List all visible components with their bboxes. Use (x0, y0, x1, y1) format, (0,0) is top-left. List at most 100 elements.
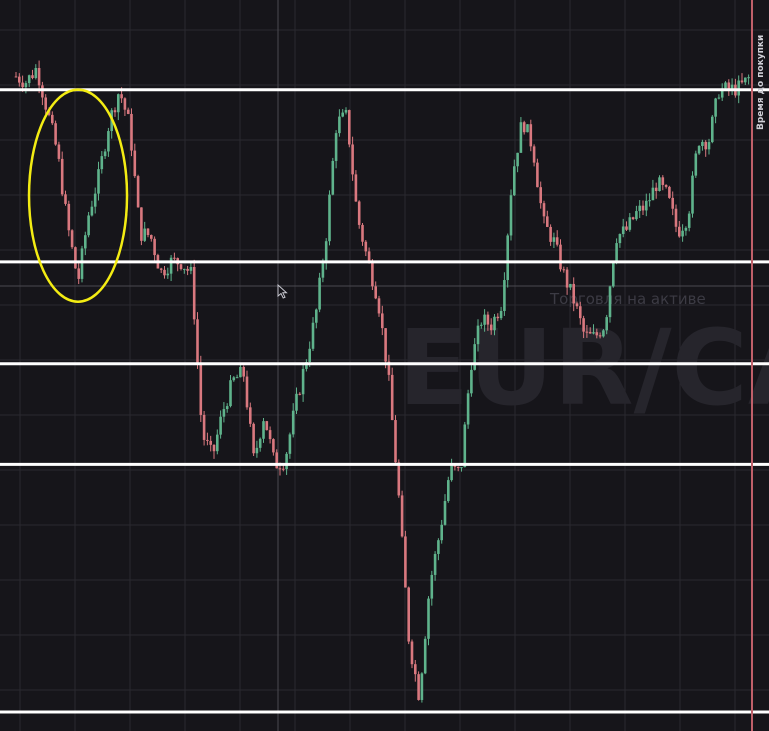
candle (186, 265, 189, 276)
candle (615, 238, 618, 265)
candle (450, 458, 453, 482)
candle (189, 262, 193, 275)
candle-body (631, 217, 635, 220)
candle (74, 246, 77, 269)
candle-body (618, 234, 622, 244)
horizontal-levels[interactable] (0, 88, 769, 714)
candle-body (130, 113, 133, 151)
candle (107, 127, 110, 157)
candle-body (80, 248, 84, 279)
candle-body (298, 393, 302, 395)
candle (133, 143, 137, 178)
candle (34, 64, 38, 80)
candle (628, 213, 632, 232)
candle (612, 261, 615, 288)
candle-body (641, 205, 645, 211)
candle-body (555, 237, 559, 245)
candle-body (443, 501, 447, 525)
candle-body (344, 110, 348, 113)
candle (681, 224, 684, 242)
candle (694, 150, 698, 178)
candle-body (84, 235, 87, 249)
candle-body (338, 116, 341, 134)
candle-body (664, 184, 668, 187)
candle (338, 109, 341, 137)
candle-body (744, 77, 747, 83)
candle-body (674, 208, 678, 227)
highlight-ellipse (27, 88, 129, 303)
candle (100, 151, 104, 174)
candle-body (107, 131, 110, 152)
candle (265, 420, 269, 431)
candle (585, 324, 589, 338)
candle (60, 151, 64, 197)
candle-body (711, 116, 714, 143)
candle (400, 490, 404, 538)
candle (192, 259, 196, 325)
candle-body (74, 247, 77, 269)
candle-body (285, 453, 288, 470)
candle-body (522, 122, 526, 133)
candle (140, 207, 143, 246)
candle (159, 267, 163, 274)
candle-body (216, 434, 219, 452)
candle-body (532, 146, 536, 163)
candle (212, 444, 216, 459)
candle (272, 438, 275, 456)
candle-body (90, 206, 94, 216)
candle (348, 109, 351, 148)
candle (430, 570, 434, 606)
candle-body (169, 257, 173, 274)
candle (532, 144, 536, 167)
candle (671, 191, 674, 216)
candle (691, 171, 694, 218)
candle-body (24, 83, 28, 88)
candle-body (720, 88, 724, 98)
candle-body (21, 82, 24, 88)
candle (489, 318, 493, 335)
candle-body (536, 162, 539, 188)
candle (298, 392, 302, 396)
candle (84, 231, 87, 256)
candle (529, 119, 533, 152)
candle-body (625, 226, 628, 230)
candle (651, 179, 655, 201)
candle (117, 93, 120, 121)
candle-body (499, 310, 503, 319)
candle (493, 314, 496, 336)
candle-body (199, 363, 203, 415)
candle (136, 174, 140, 208)
candle-body (133, 150, 137, 177)
candle-body (595, 332, 599, 336)
candle (654, 182, 658, 199)
candle-body (552, 237, 556, 242)
candle-body (608, 286, 612, 318)
candle (239, 362, 242, 378)
candle-body (476, 325, 480, 345)
candle-body (64, 194, 67, 204)
candle (420, 672, 424, 703)
candle-body (249, 407, 252, 424)
candle-body (582, 318, 585, 332)
candle-body (473, 344, 476, 370)
candle (575, 301, 579, 309)
candle-body (235, 377, 239, 379)
candle (199, 355, 203, 422)
candle-body (232, 377, 236, 381)
candle (54, 120, 57, 146)
candle-body (661, 177, 665, 185)
candle-body (282, 468, 285, 470)
candle (387, 354, 391, 381)
candle (423, 636, 427, 675)
candle-body (470, 369, 473, 394)
candle-body (153, 238, 156, 256)
candle (605, 314, 608, 335)
candle-body (324, 241, 328, 264)
candle-body (579, 306, 582, 319)
candle (315, 308, 318, 329)
candle-body (714, 98, 717, 117)
candle (618, 233, 622, 248)
candle-body (143, 228, 146, 241)
